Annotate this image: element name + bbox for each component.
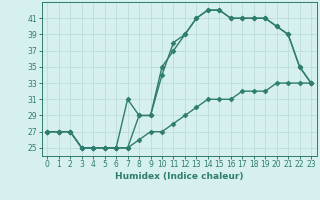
X-axis label: Humidex (Indice chaleur): Humidex (Indice chaleur)	[115, 172, 244, 181]
